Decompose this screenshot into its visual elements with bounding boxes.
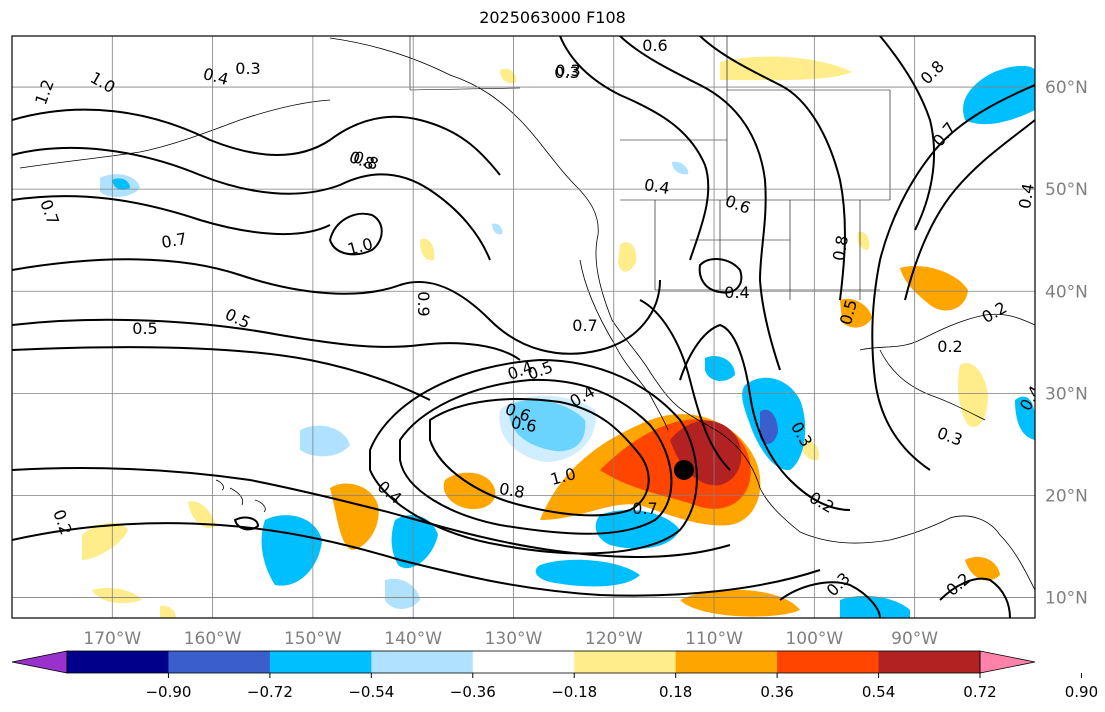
storm-center-marker <box>673 459 694 480</box>
colorbar-tick-label: 0.90 <box>1065 683 1098 701</box>
contour-label: 0.7 <box>632 499 657 518</box>
contour-label: 0.8 <box>829 234 852 262</box>
colorbar-segment <box>67 651 169 673</box>
colorbar-tick-label: 0.36 <box>760 683 793 701</box>
colorbar-segment <box>777 651 880 673</box>
contour-label: 0.3 <box>554 63 579 82</box>
colorbar-segment <box>269 651 372 673</box>
contour-label: 0.4 <box>1015 182 1038 210</box>
contour-label: 0.5 <box>132 319 157 338</box>
contour-lines <box>12 36 1035 618</box>
contour-label: 0.4 <box>643 175 671 198</box>
lon-tick-label: 100°W <box>785 629 843 649</box>
colorbar-segment <box>574 651 677 673</box>
colorbar-tick-label: −0.36 <box>450 683 496 701</box>
contour-label: 0.7 <box>160 229 188 252</box>
lon-tick-label: 150°W <box>284 629 342 649</box>
lat-tick-label: 40°N <box>1045 282 1088 302</box>
lat-tick-label: 10°N <box>1045 589 1088 609</box>
lat-tick-label: 20°N <box>1045 486 1088 506</box>
colorbar-max-extension <box>979 650 1036 674</box>
anomaly-shading <box>82 56 1035 618</box>
coastlines <box>19 37 1035 591</box>
colorbar-segment <box>675 651 778 673</box>
contour-label: 0.3 <box>555 61 580 80</box>
colorbar-segment <box>371 651 474 673</box>
lon-tick-labels: 170°W 160°W 150°W 140°W 130°W 120°W 110°W 100°W… <box>83 629 938 649</box>
lon-tick-label: 170°W <box>83 629 141 649</box>
colorbar-tick-label: −0.90 <box>145 683 191 701</box>
map-background <box>12 36 1035 618</box>
state-borders <box>409 36 891 300</box>
lat-tick-label: 60°N <box>1045 78 1088 98</box>
colorbar-tick-label: −0.18 <box>551 683 597 701</box>
lat-tick-labels: 60°N 50°N 40°N 30°N 20°N 10°N <box>1045 78 1088 609</box>
plot-title: 2025063000 F108 <box>479 8 626 27</box>
colorbar-segment <box>168 651 271 673</box>
colorbar-tick-label: 0.18 <box>659 683 692 701</box>
contour-label: 0.2 <box>937 337 962 356</box>
contour-label: 0.8 <box>498 479 526 502</box>
colorbar-tick-label: 0.54 <box>862 683 895 701</box>
contour-label: 0.9 <box>414 291 433 316</box>
contour-label: 0.4 <box>724 283 749 302</box>
lon-tick-label: 160°W <box>184 629 242 649</box>
contour-label: 0.6 <box>642 36 667 55</box>
colorbar-segment <box>878 651 981 673</box>
lat-tick-label: 30°N <box>1045 384 1088 404</box>
contour-label: 0.7 <box>572 316 597 335</box>
lat-tick-label: 50°N <box>1045 180 1088 200</box>
lon-tick-label: 120°W <box>585 629 643 649</box>
colorbar-tick-label: −0.72 <box>247 683 293 701</box>
lon-tick-label: 90°W <box>891 629 938 649</box>
graticule <box>12 36 1035 618</box>
colorbar-segment <box>472 651 575 673</box>
map-frame <box>11 35 1036 619</box>
lon-tick-label: 110°W <box>685 629 743 649</box>
lon-tick-label: 130°W <box>485 629 543 649</box>
contour-label: 0.3 <box>235 59 260 78</box>
lon-tick-label: 140°W <box>384 629 442 649</box>
colorbar-tick-label: 0.72 <box>963 683 996 701</box>
colorbar: −0.90 −0.72 −0.54 −0.36 −0.18 0.18 0.36 0.54 0.7… <box>11 650 1098 701</box>
contour-label: 0.6 <box>510 413 538 436</box>
colorbar-min-extension <box>11 650 68 674</box>
colorbar-tick-label: −0.54 <box>348 683 394 701</box>
